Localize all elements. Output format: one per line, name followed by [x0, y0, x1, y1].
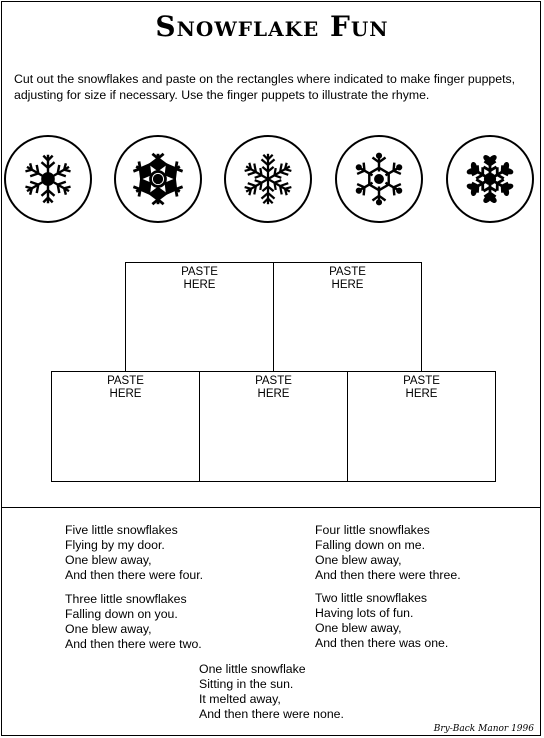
rhyme-line: Having lots of fun.	[315, 606, 414, 620]
rhyme-line: One blew away,	[315, 621, 402, 635]
paste-label-line2: HERE	[257, 388, 290, 400]
rhyme-line: And then there were four.	[65, 568, 204, 582]
snowflake-5-icon	[465, 155, 515, 204]
rhyme-line: Three little snowflakes	[65, 592, 187, 606]
paste-label-line1: PASTE	[255, 375, 292, 387]
paste-label-line2: HERE	[183, 279, 216, 291]
rhyme-line: Falling down on you.	[65, 607, 178, 621]
rhyme-line: One blew away,	[65, 622, 152, 636]
snowflake-circle-1	[4, 135, 92, 223]
rhyme-line: Five little snowflakes	[65, 523, 178, 537]
snowflake-circle-3	[224, 135, 312, 223]
credit-text: Bry-Back Manor 1996	[433, 724, 534, 734]
rhyme-stanza-5: One little snowflake Sitting in the sun.…	[199, 662, 344, 722]
paste-label-line1: PASTE	[181, 266, 218, 278]
snowflake-3-icon	[241, 153, 295, 206]
paste-box-2: PASTE HERE	[273, 262, 422, 372]
rhyme-line: And then there were three.	[315, 568, 461, 582]
paste-box-1: PASTE HERE	[125, 262, 274, 372]
snowflake-row	[0, 135, 544, 225]
page-title: Snowflake Fun	[155, 10, 389, 43]
rhyme-line: It melted away,	[199, 692, 281, 706]
rhyme-stanza-2: Four little snowflakes Falling down on m…	[315, 523, 461, 583]
snowflake-4-icon	[352, 152, 406, 206]
paste-label-line2: HERE	[331, 279, 364, 291]
paste-box-3: PASTE HERE	[51, 371, 200, 482]
rhyme-line: And then there were none.	[199, 707, 344, 721]
rhyme-line: Flying by my door.	[65, 538, 165, 552]
rhyme-stanza-3: Three little snowflakes Falling down on …	[65, 592, 202, 652]
snowflake-1-icon	[22, 154, 74, 205]
rhyme-line: Two little snowflakes	[315, 591, 428, 605]
rhyme-line: And then there were two.	[65, 637, 202, 651]
rhyme-line: Four little snowflakes	[315, 523, 430, 537]
rhyme-line: Sitting in the sun.	[199, 677, 294, 691]
rhyme-line: One blew away,	[315, 553, 402, 567]
paste-label-line1: PASTE	[403, 375, 440, 387]
snowflake-circle-2	[114, 135, 202, 223]
snowflake-circle-5	[446, 135, 534, 223]
rhyme-stanza-4: Two little snowflakes Having lots of fun…	[315, 591, 448, 651]
section-divider	[1, 507, 541, 508]
paste-box-5: PASTE HERE	[347, 371, 496, 482]
rhyme-stanza-1: Five little snowflakes Flying by my door…	[65, 523, 203, 583]
paste-label-line2: HERE	[109, 388, 142, 400]
paste-label-line1: PASTE	[329, 266, 366, 278]
rhyme-line: Falling down on me.	[315, 538, 426, 552]
paste-label-line2: HERE	[405, 388, 438, 400]
paste-label-line1: PASTE	[107, 375, 144, 387]
instructions-text: Cut out the snowflakes and paste on the …	[14, 72, 516, 102]
rhyme-line: And then there was one.	[315, 636, 449, 650]
rhyme-line: One blew away,	[65, 553, 152, 567]
snowflake-2-icon	[131, 152, 185, 206]
rhyme-line: One little snowflake	[199, 662, 306, 676]
snowflake-circle-4	[335, 135, 423, 223]
paste-box-4: PASTE HERE	[199, 371, 348, 482]
